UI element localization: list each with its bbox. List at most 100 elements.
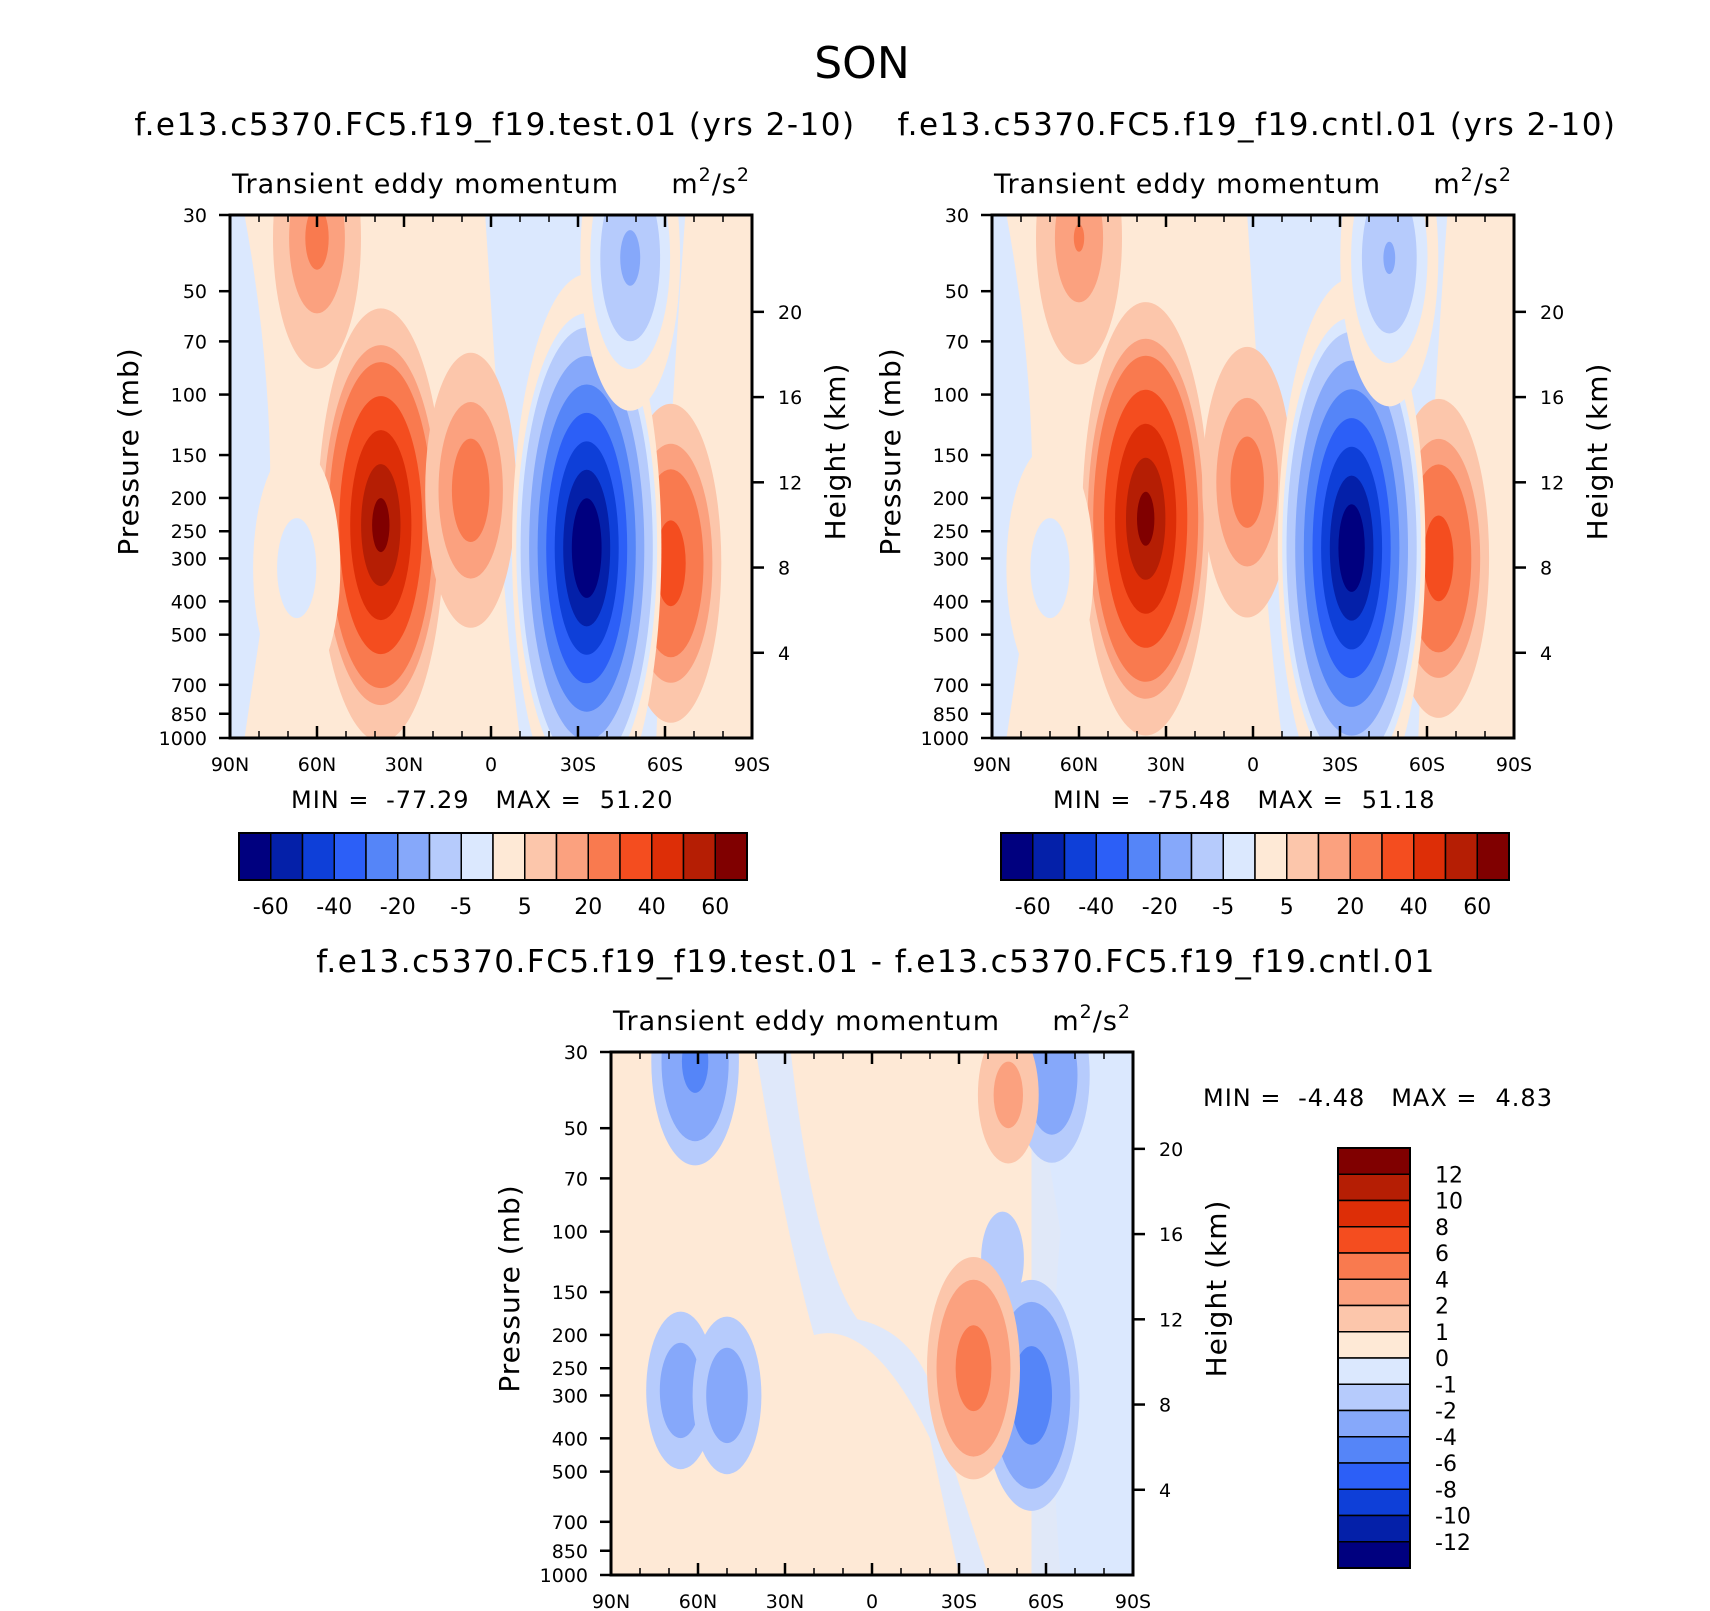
contour-band <box>1383 241 1396 275</box>
colorbar-swatch <box>428 832 462 881</box>
colorbar-swatch <box>1337 1514 1411 1543</box>
plot-area: 90N 60N 30N 0 30S 60S 90S 30 50 70 100 150 200 250 300… <box>874 205 1614 776</box>
colorbar-swatch <box>1337 1383 1411 1412</box>
contour-band <box>993 1061 1023 1129</box>
x-tick-label: 60S <box>1409 754 1445 776</box>
colorbar-swatch <box>682 832 716 881</box>
colorbar-label: 40 <box>638 895 666 920</box>
colorbar-swatch <box>1000 832 1034 881</box>
colorbar-swatch <box>1337 1147 1411 1175</box>
colorbar-frame <box>1337 1147 1411 1569</box>
panel-subtitle: f.e13.c5370.FC5.f19_f19.cntl.01 (yrs 2-1… <box>897 107 1616 143</box>
colorbar-swatch <box>1349 832 1383 881</box>
colorbar-swatch <box>651 832 685 881</box>
colorbar-label: -60 <box>1015 895 1051 920</box>
colorbar-label: -10 <box>1435 1505 1471 1530</box>
colorbar-label: 4 <box>1435 1268 1449 1293</box>
colorbar-label: 60 <box>1463 895 1491 920</box>
y2-axis-label: Height (km) <box>819 363 852 541</box>
panel-test: f.e13.c5370.FC5.f19_f19.test.01 (yrs 2-1… <box>112 107 854 814</box>
colorbar-swatch <box>397 832 431 881</box>
h-tick-label: 8 <box>1159 1395 1171 1417</box>
colorbar-swatch <box>1337 1173 1411 1202</box>
contour-band <box>305 215 329 270</box>
colorbar-label: -12 <box>1435 1531 1471 1556</box>
colorbar-swatch <box>1190 832 1224 881</box>
p-tick-label: 850 <box>552 1541 588 1563</box>
colorbar-label: -1 <box>1435 1373 1457 1398</box>
p-tick-label: 200 <box>171 488 207 510</box>
p-tick-label: 850 <box>171 704 207 726</box>
colorbar-label: -20 <box>380 895 416 920</box>
x-tick-label: 30S <box>1322 754 1358 776</box>
h-tick-label: 8 <box>778 558 790 580</box>
p-tick-label: 30 <box>564 1042 588 1064</box>
colorbar-label: -40 <box>316 895 352 920</box>
p-tick-label: 150 <box>552 1282 588 1304</box>
colorbar-swatch <box>460 832 494 881</box>
colorbar-swatch <box>238 832 272 881</box>
h-tick-label: 20 <box>778 302 802 324</box>
colorbar-label: -60 <box>253 895 289 920</box>
min-max-label: MIN = -77.29 MAX = 51.20 <box>291 786 674 814</box>
figure-title: SON <box>814 38 909 89</box>
y-axis-label: Pressure (mb) <box>874 347 907 555</box>
contour-band <box>1137 491 1155 546</box>
x-tick-label: 30N <box>766 1591 804 1611</box>
colorbar-swatch <box>1159 832 1193 881</box>
units-label: m2/s2 <box>1433 164 1512 200</box>
colorbar-swatch <box>1337 1226 1411 1254</box>
panels: f.e13.c5370.FC5.f19_f19.test.01 (yrs 2-1… <box>112 107 1616 1611</box>
p-tick-label: 100 <box>552 1222 588 1244</box>
colorbar-label: -5 <box>450 895 472 920</box>
x-tick-label: 90N <box>592 1591 630 1611</box>
p-tick-label: 200 <box>933 488 969 510</box>
panel-cntl: f.e13.c5370.FC5.f19_f19.cntl.01 (yrs 2-1… <box>874 107 1616 814</box>
colorbar-label: 10 <box>1435 1190 1463 1215</box>
x-tick-label: 90N <box>211 754 249 776</box>
colorbar-swatch <box>1337 1252 1411 1280</box>
variable-label: Transient eddy momentum <box>993 169 1381 200</box>
y2-axis-label: Height (km) <box>1200 1200 1233 1378</box>
colorbar-swatch <box>1337 1278 1411 1307</box>
colorbar-label: 5 <box>518 895 532 920</box>
colorbar-label: 8 <box>1435 1216 1449 1241</box>
x-tick-label: 60N <box>298 754 336 776</box>
p-tick-label: 70 <box>945 331 969 353</box>
contour-band <box>1030 518 1070 619</box>
colorbar-label: -5 <box>1212 895 1234 920</box>
h-tick-label: 20 <box>1540 302 1564 324</box>
contour-field <box>611 1052 1133 1575</box>
contour-field <box>992 215 1514 738</box>
x-tick-label: 30N <box>1147 754 1185 776</box>
colorbar-label: 60 <box>701 895 729 920</box>
p-tick-label: 400 <box>552 1428 588 1450</box>
p-tick-label: 50 <box>945 281 969 303</box>
x-tick-label: 60N <box>1060 754 1098 776</box>
contour-band <box>571 498 602 598</box>
colorbar-swatch <box>714 832 748 881</box>
contour-band <box>1054 215 1104 303</box>
colorbar-swatch <box>1286 832 1320 881</box>
x-tick-label: 30S <box>560 754 596 776</box>
colorbar-swatch <box>1444 832 1478 881</box>
plot-area: 90N 60N 30N 0 30S 60S 90S 30 50 70 100 150 200 250 300… <box>493 1042 1233 1611</box>
p-tick-label: 400 <box>171 591 207 613</box>
contour-band <box>1361 215 1417 334</box>
h-tick-label: 16 <box>778 387 802 409</box>
colorbar-frame <box>238 832 748 881</box>
colorbar-swatch <box>619 832 653 881</box>
h-tick-label: 16 <box>1159 1224 1183 1246</box>
x-tick-label: 0 <box>1247 754 1259 776</box>
p-tick-label: 1000 <box>540 1565 588 1587</box>
colorbar-swatch <box>524 832 558 881</box>
p-tick-label: 50 <box>183 281 207 303</box>
p-tick-label: 100 <box>171 385 207 407</box>
colorbar-swatch <box>1127 832 1161 881</box>
p-tick-label: 700 <box>552 1512 588 1534</box>
colorbar-frame <box>1000 832 1510 881</box>
h-tick-label: 12 <box>778 472 802 494</box>
colorbar-swatch <box>333 832 367 881</box>
x-tick-label: 90N <box>973 754 1011 776</box>
